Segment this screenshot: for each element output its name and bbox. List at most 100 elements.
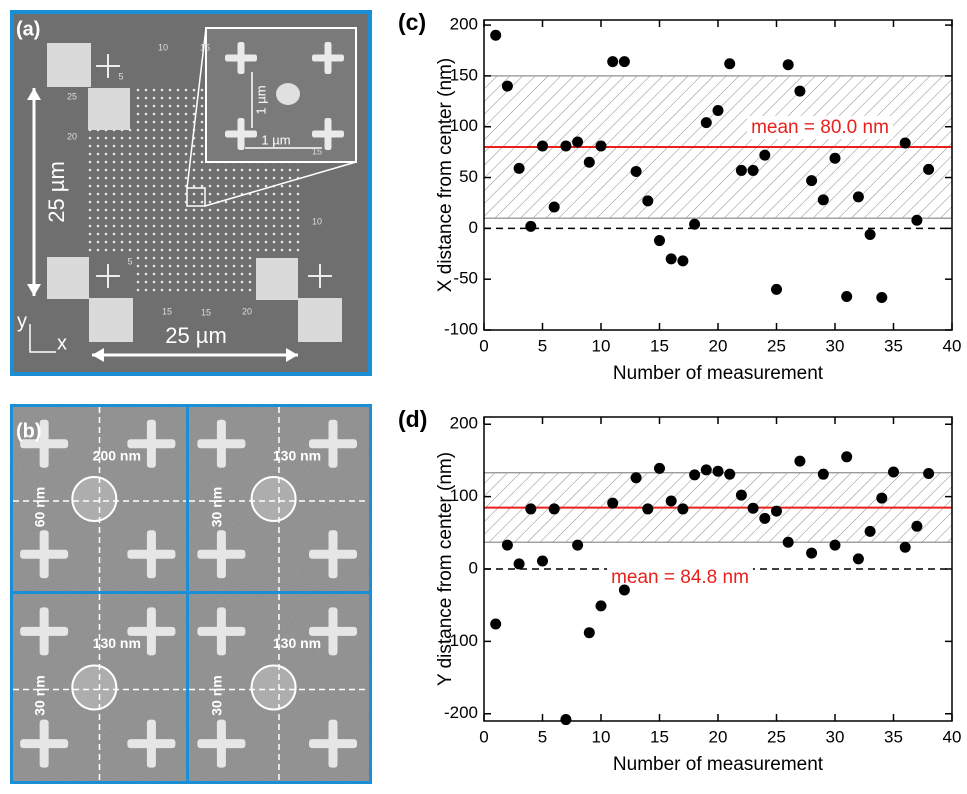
marker-dot — [225, 201, 228, 204]
marker-dot — [265, 217, 268, 220]
data-point — [888, 467, 899, 478]
data-point — [596, 141, 607, 152]
marker-dot — [177, 121, 180, 124]
x-tick-label: 35 — [884, 727, 903, 746]
marker-dot — [177, 209, 180, 212]
marker-dot — [137, 113, 140, 116]
marker-dot — [105, 233, 108, 236]
data-point — [759, 513, 770, 524]
marker-dot — [97, 177, 100, 180]
axis-x-label: x — [57, 332, 67, 354]
data-point — [689, 219, 700, 230]
data-point — [806, 175, 817, 186]
marker-dot — [177, 289, 180, 292]
data-point — [689, 469, 700, 480]
marker-dot — [145, 161, 148, 164]
marker-dot — [241, 281, 244, 284]
marker-dot — [273, 225, 276, 228]
marker-dot — [145, 265, 148, 268]
marker-dot — [161, 193, 164, 196]
marker-dot — [193, 249, 196, 252]
marker-dot — [89, 185, 92, 188]
marker-number: 15 — [201, 307, 211, 317]
marker-dot — [185, 161, 188, 164]
marker-dot — [273, 193, 276, 196]
marker-dot — [233, 193, 236, 196]
marker-dot — [153, 217, 156, 220]
data-point — [876, 292, 887, 303]
marker-dot — [89, 153, 92, 156]
marker-dot — [97, 249, 100, 252]
marker-dot — [249, 289, 252, 292]
marker-dot — [193, 105, 196, 108]
marker-dot — [89, 225, 92, 228]
marker-dot — [145, 201, 148, 204]
marker-dot — [145, 225, 148, 228]
offset-vertical: 30 nm — [209, 487, 225, 527]
marker-dot — [113, 225, 116, 228]
cross — [217, 530, 226, 578]
marker-dot — [185, 113, 188, 116]
marker-dot — [233, 225, 236, 228]
marker-dot — [129, 161, 132, 164]
marker-dot — [89, 249, 92, 252]
marker-number: 15 — [162, 306, 172, 316]
marker-number: 5 — [118, 71, 123, 81]
marker-dot — [161, 145, 164, 148]
marker-dot — [241, 169, 244, 172]
data-point — [724, 58, 735, 69]
marker-dot — [89, 137, 92, 140]
marker-dot — [209, 273, 212, 276]
marker-dot — [225, 281, 228, 284]
marker-dot — [233, 289, 236, 292]
marker-dot — [129, 217, 132, 220]
marker-dot — [177, 217, 180, 220]
cross — [217, 720, 226, 768]
marker-dot — [177, 97, 180, 100]
y-tick-label: -200 — [444, 703, 478, 722]
marker-dot — [121, 153, 124, 156]
data-point — [677, 255, 688, 266]
marker-dot — [105, 241, 108, 244]
marker-dot — [121, 145, 124, 148]
data-point — [631, 472, 642, 483]
data-point — [514, 558, 525, 569]
marker-dot — [241, 265, 244, 268]
marker-dot — [185, 241, 188, 244]
marker-dot — [97, 209, 100, 212]
marker-dot — [145, 209, 148, 212]
marker-dot — [161, 121, 164, 124]
marker-dot — [89, 169, 92, 172]
marker-dot — [201, 129, 204, 132]
marker-dot — [177, 201, 180, 204]
marker-dot — [145, 241, 148, 244]
marker-dot — [153, 169, 156, 172]
marker-dot — [153, 145, 156, 148]
y-tick-label: 200 — [450, 414, 478, 433]
data-point — [642, 503, 653, 514]
data-point — [596, 600, 607, 611]
marker-number: 20 — [242, 306, 252, 316]
marker-number: 25 — [67, 91, 77, 101]
marker-dot — [217, 169, 220, 172]
marker-dot — [169, 161, 172, 164]
marker-dot — [233, 241, 236, 244]
marker-dot — [89, 145, 92, 148]
marker-dot — [201, 121, 204, 124]
marker-dot — [217, 217, 220, 220]
marker-dot — [161, 241, 164, 244]
cross — [325, 42, 332, 74]
marker-dot — [273, 241, 276, 244]
marker-dot — [201, 193, 204, 196]
marker-dot — [161, 161, 164, 164]
marker-dot — [233, 257, 236, 260]
cross — [238, 42, 245, 74]
data-point — [607, 56, 618, 67]
marker-dot — [225, 265, 228, 268]
marker-dot — [217, 241, 220, 244]
marker-dot — [137, 177, 140, 180]
marker-dot — [201, 225, 204, 228]
marker-dot — [185, 257, 188, 260]
marker-dot — [169, 273, 172, 276]
